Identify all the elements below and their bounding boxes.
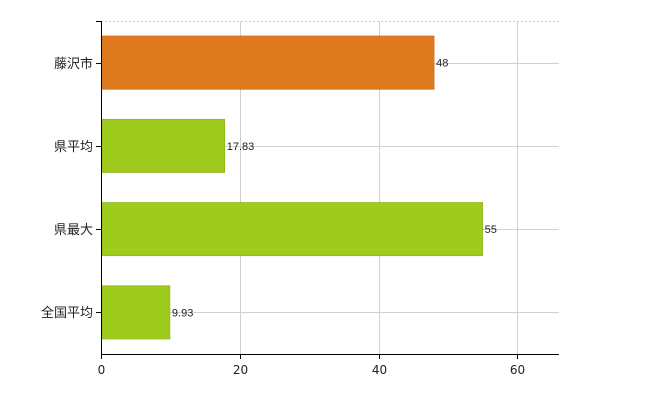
data-label-1: 17.83 — [227, 141, 255, 153]
category-label-0: 藤沢市 — [54, 56, 93, 72]
category-label-1: 県平均 — [54, 140, 93, 155]
bar-3 — [101, 285, 171, 340]
category-label-2: 県最大 — [54, 223, 93, 238]
x-tick-label-2: 40 — [372, 363, 387, 377]
x-tick-label-3: 60 — [510, 363, 525, 377]
data-label-3: 9.93 — [172, 307, 193, 319]
x-tick-label-1: 20 — [233, 363, 248, 377]
bar-layer — [101, 35, 483, 340]
category-label-3: 全国平均 — [41, 305, 93, 321]
bar-2 — [101, 202, 483, 257]
axis-layer — [96, 21, 559, 359]
x-tick-label-0: 0 — [98, 363, 106, 377]
bar-0 — [101, 35, 435, 90]
data-label-2: 55 — [485, 224, 497, 236]
data-label-0: 48 — [436, 58, 448, 70]
bar-1 — [101, 118, 226, 173]
